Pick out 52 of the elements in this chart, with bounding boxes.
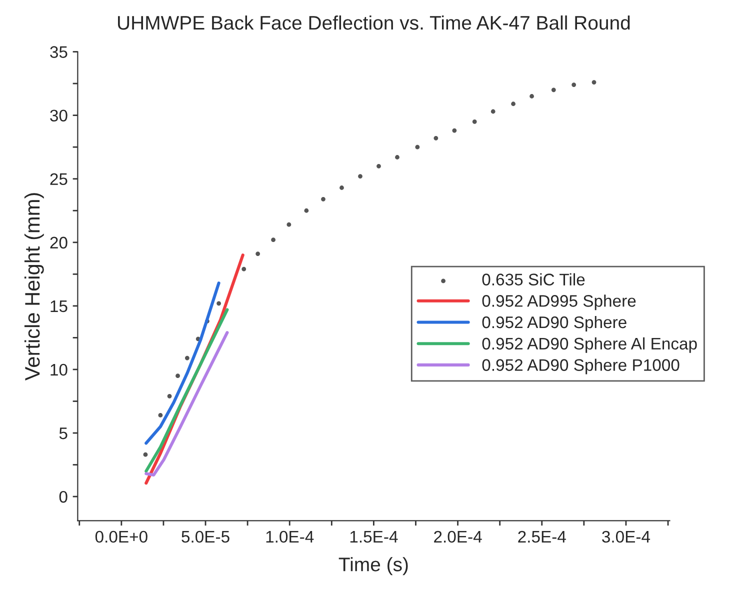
point: [340, 186, 344, 190]
x-tick-label: 3.0E-4: [602, 530, 650, 543]
y-tick-label: 10: [50, 364, 68, 376]
legend-label: 0.952 AD90 Sphere: [482, 316, 626, 332]
x-tick-label: 1.0E-4: [266, 530, 314, 543]
legend-label: 0.952 AD90 Sphere Al Encap: [482, 337, 697, 353]
point: [376, 164, 381, 168]
x-tick-label: 2.0E-4: [434, 530, 482, 543]
point: [592, 80, 596, 84]
point: [415, 144, 420, 150]
point: [434, 136, 438, 140]
line-series: [144, 331, 229, 476]
y-tick-label: 20: [50, 236, 68, 249]
point: [321, 196, 326, 202]
point: [176, 374, 180, 378]
point: [530, 94, 534, 98]
y-tick-label: 25: [50, 173, 68, 186]
point: [358, 174, 362, 178]
point: [167, 394, 172, 398]
point: [143, 452, 148, 457]
point: [572, 82, 576, 87]
x-tick-label: 5.0E-5: [182, 530, 230, 543]
point: [286, 222, 292, 227]
y-tick-label: 0: [59, 490, 68, 503]
line-series: [144, 308, 229, 473]
x-tick-label: 0.0E+0: [95, 530, 148, 543]
point: [184, 356, 190, 360]
chart-title: UHMWPE Back Face Deflection vs. Time AK-47 Ball Round: [118, 15, 630, 30]
y-tick-label: 30: [50, 110, 68, 122]
point: [490, 109, 496, 114]
x-axis-title: Time (s): [338, 557, 408, 576]
point: [216, 301, 221, 306]
point: [158, 413, 163, 418]
x-tick-label: 2.5E-4: [518, 530, 566, 543]
y-axis-title: Verticle Height (mm): [24, 193, 44, 380]
point: [256, 252, 260, 256]
point: [395, 155, 400, 160]
point: [271, 238, 276, 242]
point: [304, 208, 309, 213]
legend-label: 0.952 AD90 Sphere P1000: [482, 358, 680, 374]
y-tick-label: 35: [50, 46, 68, 58]
point: [242, 266, 246, 272]
x-tick-label: 1.5E-4: [350, 531, 398, 543]
point: [511, 102, 516, 106]
point: [472, 119, 477, 124]
y-tick-label: 5: [59, 428, 68, 440]
point: [551, 88, 556, 92]
point: [452, 128, 457, 133]
legend-label: 0.952 AD995 Sphere: [482, 294, 636, 310]
line-series: [144, 282, 220, 445]
legend-label: 0.635 SiC Tile: [482, 273, 585, 286]
y-tick-label: 15: [50, 300, 68, 312]
